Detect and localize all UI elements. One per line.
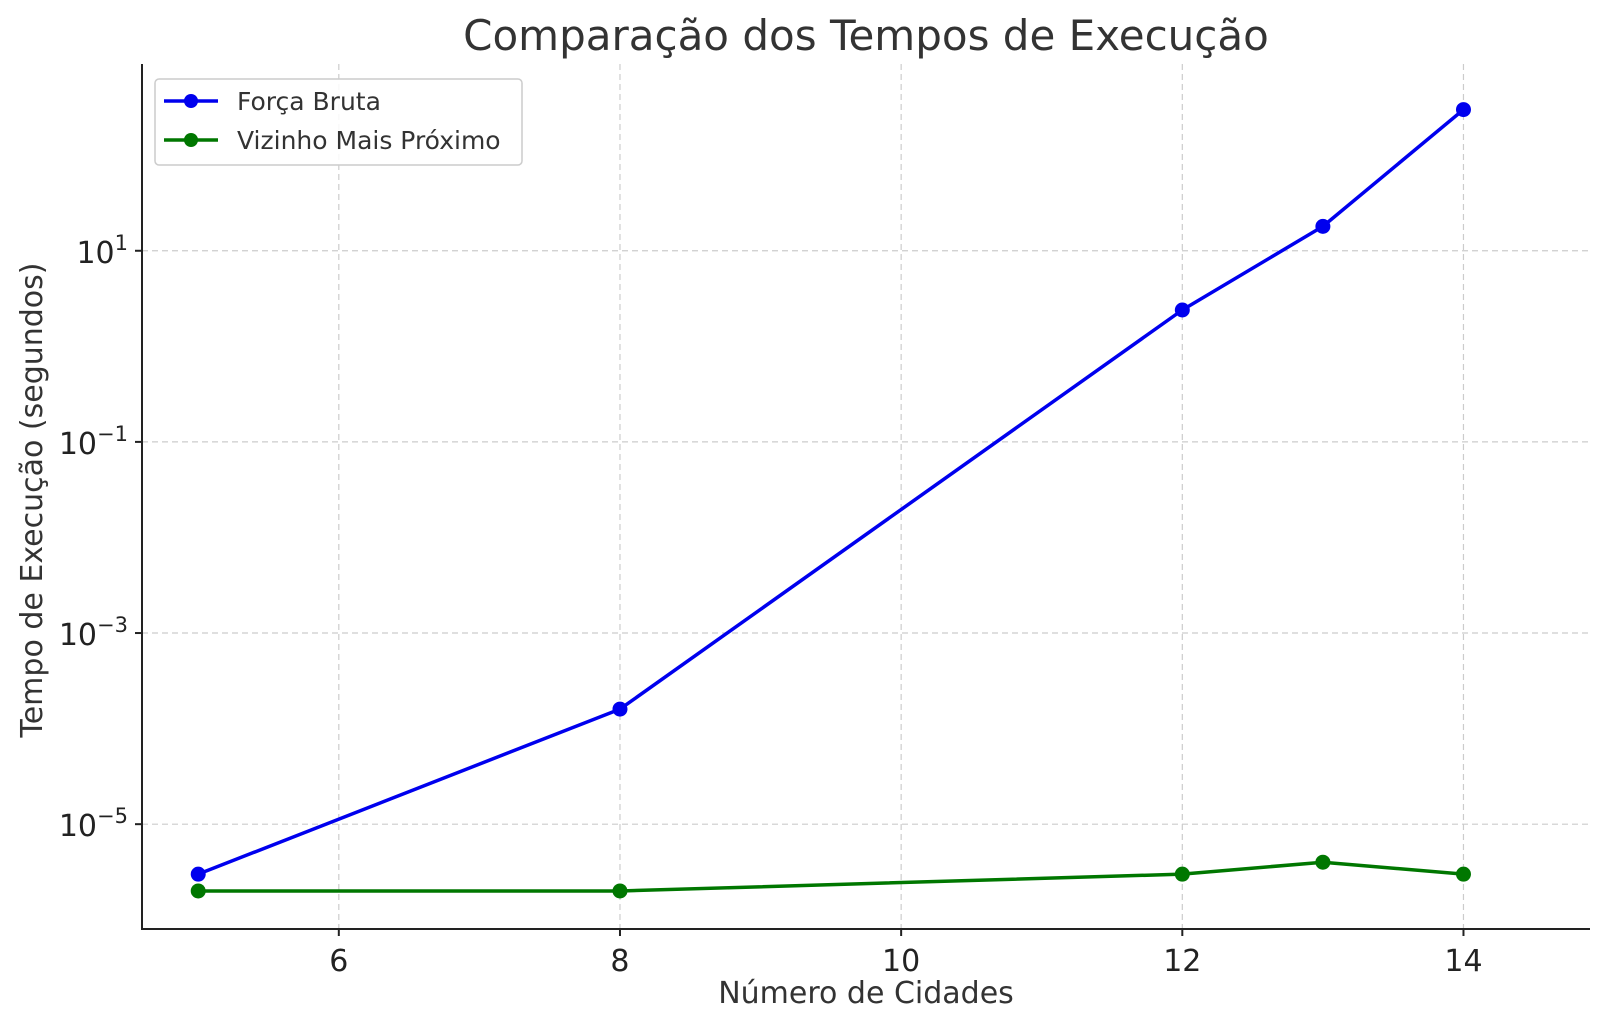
grid [142,64,1590,929]
x-tick-label: 12 [1163,944,1201,979]
chart-title: Comparação dos Tempos de Execução [463,11,1269,60]
legend-marker-vizinho [184,133,198,147]
data-point-series-1 [612,883,628,899]
data-point-series-1 [1174,866,1190,882]
legend-label-forca-bruta: Força Bruta [237,87,381,116]
x-tick-label: 14 [1444,944,1482,979]
y-axis-label: Tempo de Execução (segundos) [15,263,50,739]
x-ticks: 6 8 10 12 14 [329,929,1483,979]
data-point-series-1 [190,883,206,899]
y-tick-label: 10−1 [59,422,128,462]
legend-marker-forca-bruta [184,94,198,108]
legend-label-vizinho: Vizinho Mais Próximo [237,126,501,155]
x-tick-label: 8 [610,944,629,979]
x-tick-label: 6 [329,944,348,979]
series-line-0 [197,108,1465,876]
data-point-series-0 [190,866,206,882]
legend: Força Bruta Vizinho Mais Próximo [154,78,523,166]
x-tick-label: 10 [882,944,920,979]
y-ticks: 101 10−1 10−3 10−5 [59,231,142,844]
y-tick-label: 101 [76,231,128,271]
series-layer [190,102,1471,899]
legend-frame [154,78,523,166]
data-point-series-0 [612,701,628,717]
series-line-1 [198,860,1464,893]
data-point-series-0 [1174,302,1190,318]
data-point-series-0 [1455,102,1471,118]
y-tick-label: 10−5 [59,804,128,844]
data-point-series-0 [1315,218,1331,234]
data-point-series-1 [1315,854,1331,870]
x-axis-label: Número de Cidades [718,976,1014,1011]
y-tick-label: 10−3 [59,613,128,653]
data-point-series-1 [1455,866,1471,882]
